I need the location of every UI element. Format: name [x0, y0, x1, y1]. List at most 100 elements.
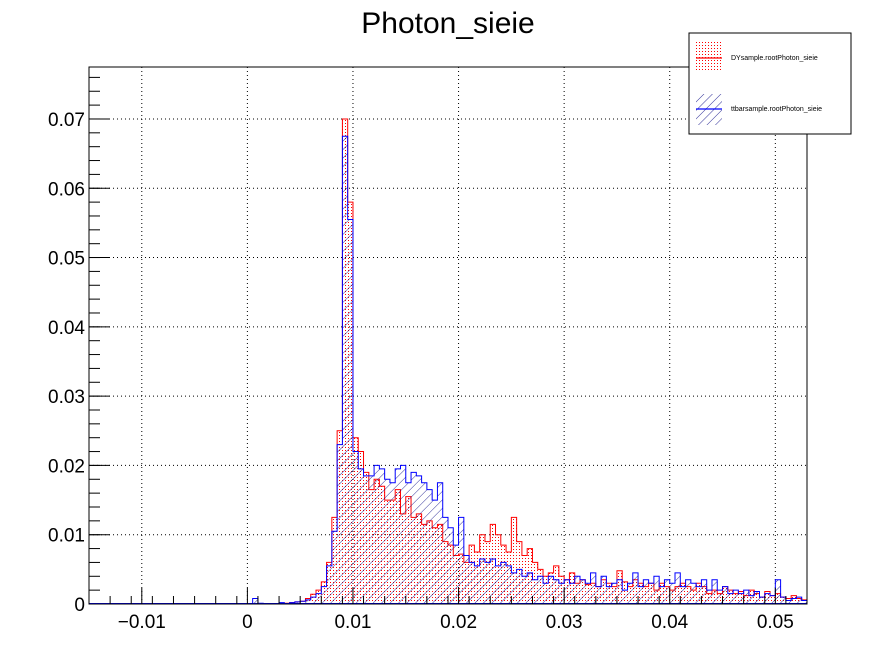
series-1-bar-73 [659, 586, 665, 604]
series-1-bar-37 [469, 562, 475, 604]
series-1-bar-59 [585, 583, 591, 604]
series-1-bar-48 [527, 572, 533, 604]
series-1-bar-87 [733, 590, 739, 604]
series-1-bar-92 [759, 597, 765, 604]
series-1-bar-98 [791, 598, 797, 604]
series-1 [252, 135, 807, 604]
series-1-bar-77 [680, 586, 686, 604]
y-tick-label-0: 0 [74, 595, 85, 616]
y-tick-label-4: 0.04 [48, 318, 85, 339]
series-1-bar-38 [474, 565, 480, 604]
series-1-bar-22 [389, 482, 396, 604]
series-1-bar-65 [616, 579, 623, 604]
series-1-bar-63 [606, 586, 612, 604]
y-tick-label-7: 0.07 [48, 110, 85, 131]
series-1-bar-54 [558, 583, 565, 604]
series-1-bar-15 [352, 451, 359, 604]
series-1-bar-58 [579, 579, 586, 604]
series-1-bar-47 [521, 576, 528, 604]
legend-entry-dy: DYsample.rootPhoton_sieie [696, 41, 818, 72]
series-1-bar-67 [627, 583, 633, 604]
series-1-bar-97 [785, 600, 792, 604]
series-1-bar-5 [300, 601, 306, 604]
series-1-bar-14 [347, 219, 353, 604]
chart-title: Photon_sieie [361, 7, 534, 40]
x-tick-label-3: 0.02 [440, 612, 477, 633]
series-1-bar-99 [796, 597, 802, 604]
series-1-bar-29 [426, 489, 433, 604]
series-1-bar-45 [511, 572, 517, 604]
series-1-bar-56 [569, 583, 575, 604]
series-1-bar-76 [675, 572, 681, 604]
series-1-bar-84 [717, 590, 723, 604]
series-1-bar-24 [400, 465, 406, 604]
series-1-bar-26 [411, 472, 417, 604]
series-1-bar-52 [548, 576, 554, 604]
series-1-bar-68 [632, 572, 639, 604]
series-1-bar-94 [770, 595, 776, 604]
y-tick-label-3: 0.03 [48, 387, 85, 408]
series-1-bar-8 [316, 593, 322, 604]
series-1-bar-11 [331, 531, 338, 604]
series-1-bar-34 [453, 545, 459, 604]
series-1-bar-33 [448, 527, 454, 604]
series-1-bar-53 [553, 579, 559, 604]
x-tick-label-4: 0.03 [546, 612, 583, 633]
series-1-bar-32 [442, 517, 448, 604]
series-1-bar-79 [690, 583, 697, 604]
series-1-bar-72 [653, 576, 660, 604]
series-1-bar-80 [696, 586, 702, 604]
legend-label-dy: DYsample.rootPhoton_sieie [731, 55, 818, 62]
series-1-bar-69 [638, 586, 644, 604]
series-1-bar-83 [711, 579, 718, 604]
series-1-outline [252, 135, 807, 604]
series-1-bar-35 [458, 517, 464, 604]
series-1-bar-21 [384, 479, 390, 604]
series-1-bar-18 [368, 475, 375, 604]
series-1-bar-20 [379, 468, 385, 604]
x-tick-label-0: −0.01 [118, 612, 166, 633]
series-1-bar-46 [516, 569, 522, 604]
x-tick-label-6: 0.05 [757, 612, 794, 633]
axes: −0.01 0 0.01 0.02 0.03 0.04 0.05 0 0.01 0.02 0.03 0… [48, 76, 808, 633]
series-1-bar-91 [754, 591, 760, 604]
series-1-bar-75 [669, 583, 676, 604]
series-1-bar-0 [252, 598, 258, 604]
series-1-bar-27 [416, 475, 422, 604]
histogram-bars [89, 118, 807, 604]
series-1-bar-25 [405, 482, 412, 604]
series-1-bar-41 [490, 558, 496, 604]
series-1-bar-93 [764, 593, 771, 604]
series-1-bar-82 [706, 590, 712, 604]
series-1-bar-9 [321, 586, 327, 604]
series-1-bar-19 [374, 465, 380, 604]
series-1-bar-30 [432, 500, 438, 604]
series-1-bar-23 [395, 468, 401, 604]
legend-label-ttbar: ttbarsample.rootPhoton_sieie [731, 106, 822, 113]
y-tick-label-6: 0.06 [48, 179, 85, 200]
series-0-bar-43 [511, 517, 517, 604]
series-1-bar-71 [648, 583, 654, 604]
series-1-bar-39 [479, 558, 485, 604]
series-1-bar-36 [463, 555, 470, 604]
series-1-bar-64 [611, 583, 617, 604]
series-1-bar-43 [500, 562, 507, 604]
y-tick-label-1: 0.01 [48, 526, 85, 547]
x-tick-label-2: 0.01 [334, 612, 371, 633]
series-1-bar-61 [595, 586, 602, 604]
series-1-bar-16 [358, 468, 364, 604]
series-1-bar-86 [727, 593, 734, 604]
series-1-bar-49 [532, 579, 538, 604]
series-1-bar-4 [294, 601, 301, 604]
series-1-bar-44 [506, 565, 512, 604]
series-1-bar-57 [574, 576, 580, 604]
series-1-bar-85 [722, 586, 728, 604]
x-tick-label-1: 0 [242, 612, 253, 633]
y-tick-label-2: 0.02 [48, 456, 85, 477]
series-1-bar-62 [601, 576, 607, 604]
series-1-bar-74 [664, 579, 670, 604]
series-1-bar-55 [564, 579, 570, 604]
series-1-bar-6 [305, 599, 311, 604]
series-1-bar-78 [685, 579, 691, 604]
